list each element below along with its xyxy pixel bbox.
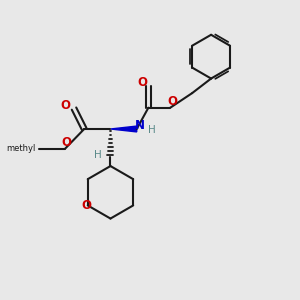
Text: O: O [137,76,147,89]
Text: H: H [148,125,156,136]
Text: methyl: methyl [7,144,36,153]
Text: O: O [81,199,91,212]
Text: O: O [61,99,71,112]
Text: H: H [94,150,102,160]
Text: O: O [168,95,178,108]
Polygon shape [110,126,137,132]
Text: O: O [62,136,72,149]
Text: N: N [135,119,145,132]
